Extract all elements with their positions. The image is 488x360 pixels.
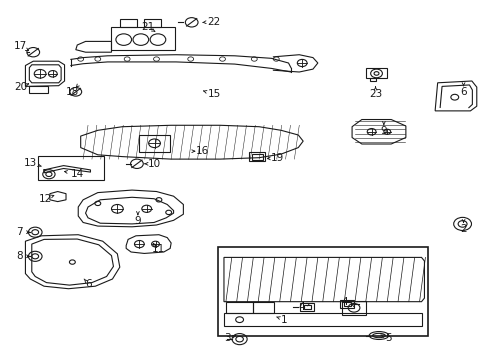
Text: 13: 13 xyxy=(23,158,37,168)
Text: 21: 21 xyxy=(141,22,154,32)
Bar xyxy=(224,313,421,326)
Text: 22: 22 xyxy=(207,17,221,27)
Text: 7: 7 xyxy=(16,227,23,237)
Text: 3: 3 xyxy=(224,333,230,343)
Text: 6: 6 xyxy=(459,87,466,97)
Bar xyxy=(139,135,169,152)
Bar xyxy=(217,247,427,336)
Text: 14: 14 xyxy=(70,168,84,179)
Bar xyxy=(343,302,350,306)
Text: 5: 5 xyxy=(385,333,391,343)
Bar xyxy=(369,78,375,81)
Text: 1: 1 xyxy=(281,315,287,325)
Text: 16: 16 xyxy=(196,146,209,156)
Text: 19: 19 xyxy=(270,153,284,163)
Text: 15: 15 xyxy=(207,89,221,99)
Bar xyxy=(225,302,252,313)
Bar xyxy=(303,305,310,309)
Bar xyxy=(29,86,48,93)
Bar xyxy=(249,152,264,161)
Text: 20: 20 xyxy=(14,82,27,92)
Text: 11: 11 xyxy=(152,244,165,254)
Bar xyxy=(111,27,175,50)
Bar xyxy=(144,19,161,27)
Text: 4: 4 xyxy=(341,297,347,307)
Text: 23: 23 xyxy=(368,89,382,99)
Bar xyxy=(342,301,365,315)
Text: 6: 6 xyxy=(85,279,92,289)
Text: 12: 12 xyxy=(38,194,52,204)
Text: 18: 18 xyxy=(65,87,79,97)
Bar xyxy=(300,303,313,311)
Text: 9: 9 xyxy=(134,216,141,226)
Text: 9: 9 xyxy=(380,126,386,136)
Text: 10: 10 xyxy=(147,159,160,169)
Bar xyxy=(365,68,386,78)
Text: 8: 8 xyxy=(16,251,23,261)
Bar xyxy=(253,302,273,313)
Bar xyxy=(340,300,353,308)
Text: 2: 2 xyxy=(459,224,466,234)
Text: 17: 17 xyxy=(14,41,27,51)
Bar xyxy=(120,19,137,27)
Bar xyxy=(38,156,104,180)
Text: 4: 4 xyxy=(298,302,305,312)
Bar xyxy=(251,154,262,160)
